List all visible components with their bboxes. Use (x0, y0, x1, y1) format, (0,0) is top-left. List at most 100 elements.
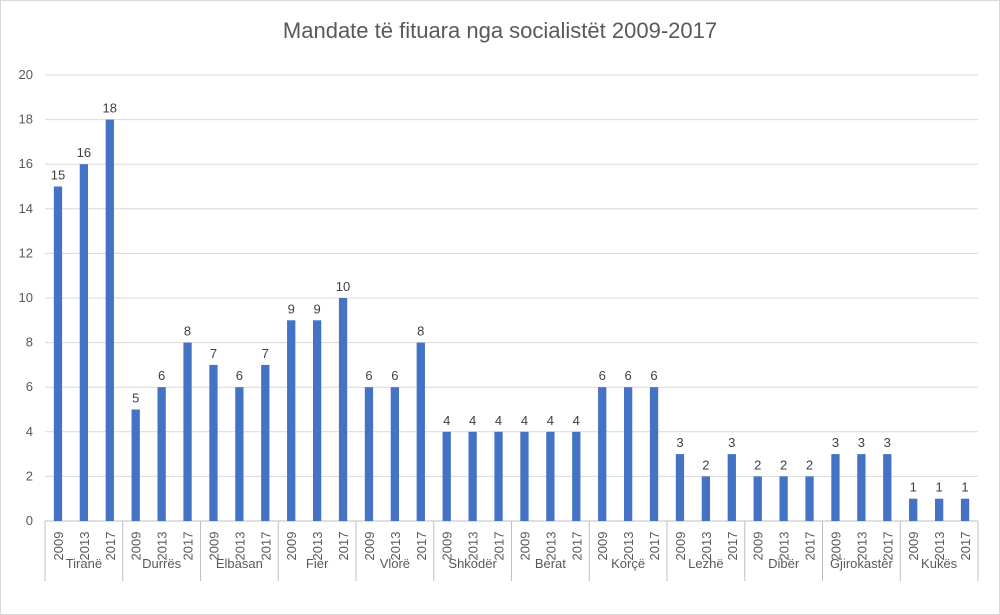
y-tick-label: 10 (19, 290, 33, 305)
chart-title: Mandate të fituara nga socialistët 2009-… (282, 18, 718, 43)
bar (779, 476, 788, 521)
x-tick-label-year: 2009 (129, 532, 144, 561)
y-tick-label: 2 (26, 468, 33, 483)
x-tick-label-year: 2013 (155, 532, 170, 561)
bar (364, 387, 374, 521)
bar (623, 387, 633, 521)
x-category-label: Elbasan (216, 556, 263, 571)
y-tick-label: 8 (26, 335, 33, 350)
data-label: 6 (365, 368, 372, 383)
x-category-label: Kukës (921, 556, 958, 571)
x-tick-label-year: 2009 (440, 532, 455, 561)
x-category-label: Lezhë (688, 556, 723, 571)
x-tick-label-year: 2017 (103, 532, 118, 561)
x-category-label: Gjirokastër (830, 556, 894, 571)
bar (960, 498, 970, 521)
data-label: 6 (650, 368, 657, 383)
bar (753, 476, 762, 521)
data-label: 2 (754, 457, 761, 472)
y-tick-label: 20 (19, 67, 33, 82)
x-category-label: Dibër (768, 556, 800, 571)
x-tick-label-year: 2017 (181, 532, 196, 561)
data-label: 4 (547, 413, 554, 428)
data-label: 4 (573, 413, 580, 428)
x-tick-label-year: 2009 (595, 532, 610, 561)
data-label: 1 (961, 480, 968, 495)
x-tick-label-year: 2013 (932, 532, 947, 561)
x-category-label: Durrës (142, 556, 182, 571)
bar (235, 387, 244, 521)
x-tick-label-year: 2013 (310, 532, 325, 561)
x-category-label: Tiranë (66, 556, 102, 571)
data-label: 8 (417, 324, 424, 339)
x-category-label: Fier (306, 556, 329, 571)
y-tick-label: 14 (19, 201, 33, 216)
x-tick-label-year: 2009 (51, 532, 66, 561)
bar (416, 342, 425, 521)
data-label: 3 (884, 435, 891, 450)
bar (909, 498, 918, 521)
data-label: 4 (495, 413, 502, 428)
data-label: 18 (103, 101, 117, 116)
x-tick-label-year: 2013 (621, 532, 636, 561)
data-label: 9 (288, 301, 295, 316)
x-tick-label-year: 2013 (543, 532, 558, 561)
bar (934, 498, 944, 521)
bar (675, 454, 685, 521)
bar (338, 298, 348, 521)
bar (546, 431, 555, 521)
bar (209, 364, 218, 521)
data-label: 2 (806, 457, 813, 472)
bar (183, 342, 192, 521)
bar (598, 387, 607, 521)
x-tick-label-year: 2017 (492, 532, 507, 561)
bar (831, 454, 840, 521)
x-tick-label-year: 2009 (906, 532, 921, 561)
x-tick-label-year: 2009 (362, 532, 377, 561)
data-label: 6 (236, 368, 243, 383)
x-tick-label-year: 2013 (466, 532, 481, 561)
bar (442, 431, 451, 521)
data-label: 4 (469, 413, 476, 428)
data-label: 2 (702, 457, 709, 472)
x-tick-label-year: 2013 (388, 532, 403, 561)
bar (157, 387, 166, 521)
data-label: 6 (625, 368, 632, 383)
data-label: 6 (158, 368, 165, 383)
x-tick-label-year: 2017 (880, 532, 895, 561)
data-label: 7 (262, 346, 269, 361)
data-label: 8 (184, 324, 191, 339)
data-label: 1 (936, 480, 943, 495)
data-label: 6 (391, 368, 398, 383)
data-label: 4 (443, 413, 450, 428)
bar (572, 431, 581, 521)
x-tick-label-year: 2017 (258, 532, 273, 561)
y-tick-label: 12 (19, 245, 33, 260)
x-tick-label-year: 2009 (517, 532, 532, 561)
data-label: 6 (599, 368, 606, 383)
x-tick-label-year: 2017 (414, 532, 429, 561)
data-label: 9 (314, 301, 321, 316)
x-tick-label-year: 2009 (673, 532, 688, 561)
x-category-label: Vlorë (380, 556, 410, 571)
data-label: 3 (832, 435, 839, 450)
bar (494, 431, 503, 521)
bar (53, 186, 63, 521)
y-tick-label: 6 (26, 379, 33, 394)
x-tick-label-year: 2013 (699, 532, 714, 561)
bar (287, 320, 296, 521)
x-category-label: Berat (535, 556, 566, 571)
data-label: 1 (910, 480, 917, 495)
data-label: 3 (676, 435, 683, 450)
x-tick-label-year: 2009 (751, 532, 766, 561)
bar (390, 387, 400, 521)
x-tick-label-year: 2013 (77, 532, 92, 561)
bar (520, 431, 529, 521)
x-tick-label-year: 2017 (647, 532, 662, 561)
bar (105, 119, 114, 521)
bar (79, 164, 89, 521)
data-label: 7 (210, 346, 217, 361)
bar (649, 387, 659, 521)
x-category-label: Shkodër (448, 556, 497, 571)
